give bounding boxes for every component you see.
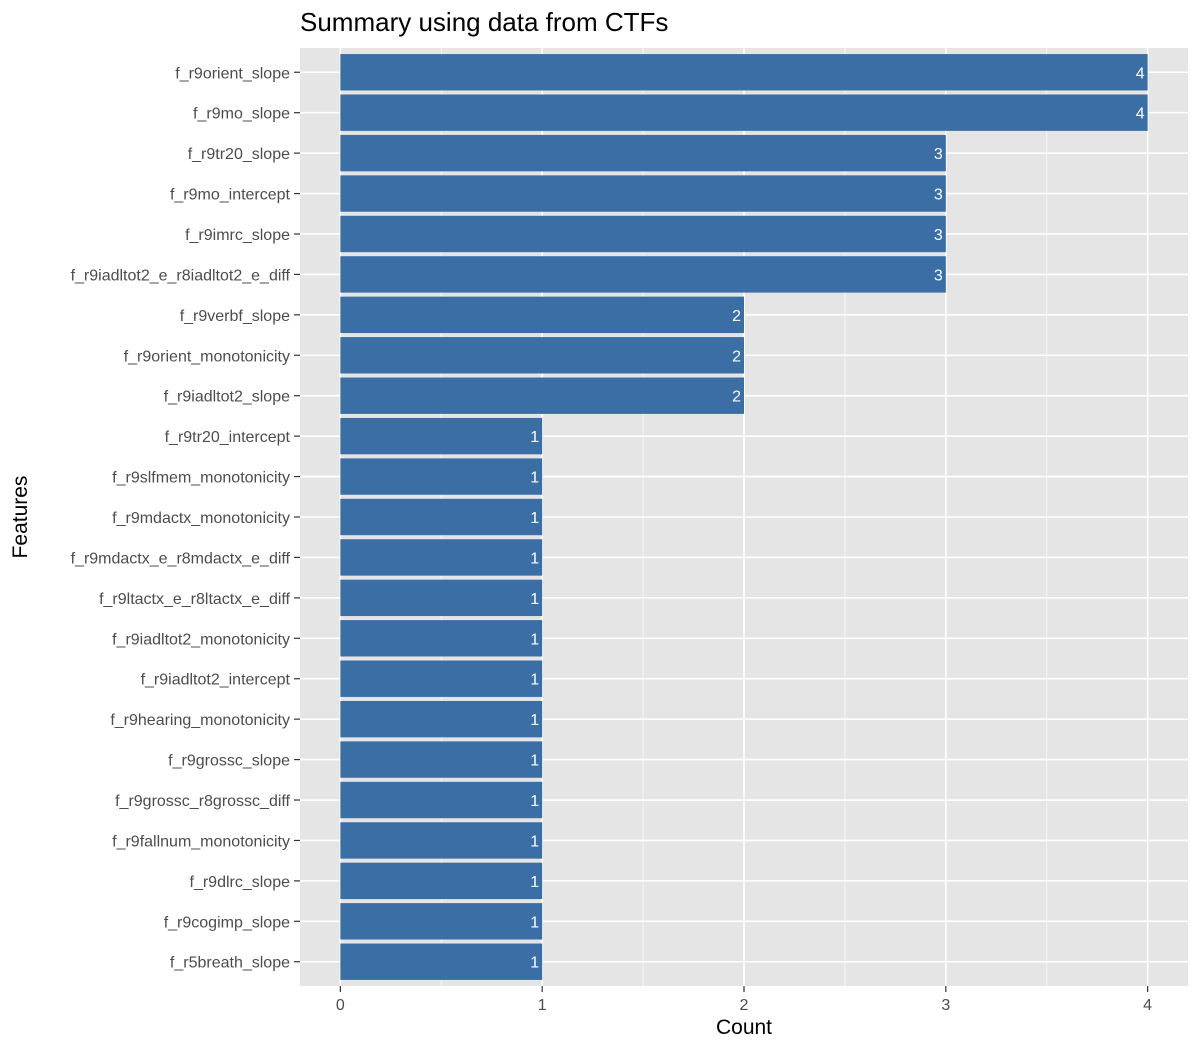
bar — [340, 903, 543, 940]
y-tick-label: f_r9tr20_slope — [188, 146, 290, 163]
bar-value-label: 1 — [530, 712, 539, 729]
y-tick-label: f_r9fallnum_monotonicity — [112, 833, 290, 850]
bar — [340, 822, 543, 859]
y-tick-label: f_r9orient_slope — [175, 65, 290, 82]
x-tick-label: 1 — [538, 997, 547, 1014]
x-tick-label: 4 — [1143, 997, 1152, 1014]
y-tick-label: f_r9slfmem_monotonicity — [112, 470, 290, 487]
y-tick-label: f_r5breath_slope — [170, 955, 290, 972]
bar-value-label: 1 — [530, 672, 539, 689]
bar — [340, 134, 946, 172]
bars — [340, 54, 1148, 980]
x-tick-label: 0 — [336, 997, 345, 1014]
y-tick-label: f_r9mo_slope — [193, 106, 290, 123]
bar-value-label: 2 — [732, 348, 741, 365]
bar-value-label: 1 — [530, 914, 539, 931]
bar — [340, 862, 543, 900]
bar — [340, 579, 543, 617]
y-tick-label: f_r9grossc_r8grossc_diff — [115, 793, 290, 810]
bar — [340, 539, 543, 576]
bar — [340, 417, 543, 455]
y-axis: f_r9orient_slope f_r9mo_slope f_r9tr20_slo… — [71, 65, 300, 972]
bar — [340, 94, 1148, 131]
bar — [340, 296, 744, 334]
x-axis-title: Count — [716, 1016, 772, 1039]
bar — [340, 620, 543, 657]
bar-value-label: 1 — [530, 550, 539, 567]
y-tick-label: f_r9iadltot2_intercept — [141, 672, 291, 689]
bar-value-label: 1 — [530, 631, 539, 648]
y-tick-label: f_r9imrc_slope — [185, 227, 290, 244]
bar — [340, 54, 1148, 91]
bar — [340, 498, 543, 536]
y-tick-label: f_r9iadltot2_e_r8iadltot2_e_diff — [71, 267, 291, 284]
bar — [340, 741, 543, 778]
y-tick-label: f_r9iadltot2_monotonicity — [112, 631, 290, 648]
bar — [340, 256, 946, 293]
y-tick-label: f_r9verbf_slope — [180, 308, 290, 325]
bar — [340, 458, 543, 495]
x-tick-label: 3 — [941, 997, 950, 1014]
y-tick-label: f_r9ltactx_e_r8ltactx_e_diff — [99, 591, 290, 608]
bar-value-label: 1 — [530, 833, 539, 850]
bar-value-label: 1 — [530, 955, 539, 972]
y-tick-label: f_r9cogimp_slope — [164, 914, 290, 931]
bar-value-label: 1 — [530, 591, 539, 608]
bar-value-label: 3 — [934, 146, 943, 163]
y-tick-label: f_r9tr20_intercept — [165, 429, 291, 446]
bar-value-label: 1 — [530, 753, 539, 770]
y-tick-label: f_r9mo_intercept — [170, 187, 291, 204]
data-labels: 4 4 3 3 3 3 2 2 2 1 1 1 1 1 1 1 1 1 1 1 1 1 1 — [530, 65, 1144, 971]
bar-value-label: 2 — [732, 389, 741, 406]
bar-value-label: 3 — [934, 187, 943, 204]
bar-value-label: 4 — [1136, 106, 1145, 123]
y-tick-label: f_r9hearing_monotonicity — [110, 712, 290, 729]
bar — [340, 660, 543, 697]
bar-value-label: 1 — [530, 470, 539, 487]
bar — [340, 943, 543, 980]
y-tick-label: f_r9orient_monotonicity — [124, 348, 290, 365]
y-tick-label: f_r9iadltot2_slope — [164, 389, 290, 406]
bar — [340, 175, 946, 212]
bar — [340, 781, 543, 819]
bar-value-label: 3 — [934, 267, 943, 284]
y-tick-label: f_r9mdactx_e_r8mdactx_e_diff — [71, 550, 291, 567]
bar — [340, 377, 744, 414]
bar — [340, 700, 543, 738]
bar — [340, 337, 744, 374]
bar-value-label: 2 — [732, 308, 741, 325]
y-tick-label: f_r9grossc_slope — [168, 753, 290, 770]
bar-value-label: 1 — [530, 429, 539, 446]
x-axis: 0 1 2 3 4 — [336, 986, 1152, 1014]
bar-value-label: 1 — [530, 510, 539, 527]
bar-value-label: 4 — [1136, 65, 1145, 82]
bar-value-label: 3 — [934, 227, 943, 244]
chart-title: Summary using data from CTFs — [300, 7, 668, 37]
x-tick-label: 2 — [740, 997, 749, 1014]
bar — [340, 215, 946, 253]
y-axis-title: Features — [9, 476, 32, 559]
bar-value-label: 1 — [530, 874, 539, 891]
y-tick-label: f_r9mdactx_monotonicity — [112, 510, 290, 527]
bar-value-label: 1 — [530, 793, 539, 810]
y-tick-label: f_r9dlrc_slope — [190, 874, 291, 891]
